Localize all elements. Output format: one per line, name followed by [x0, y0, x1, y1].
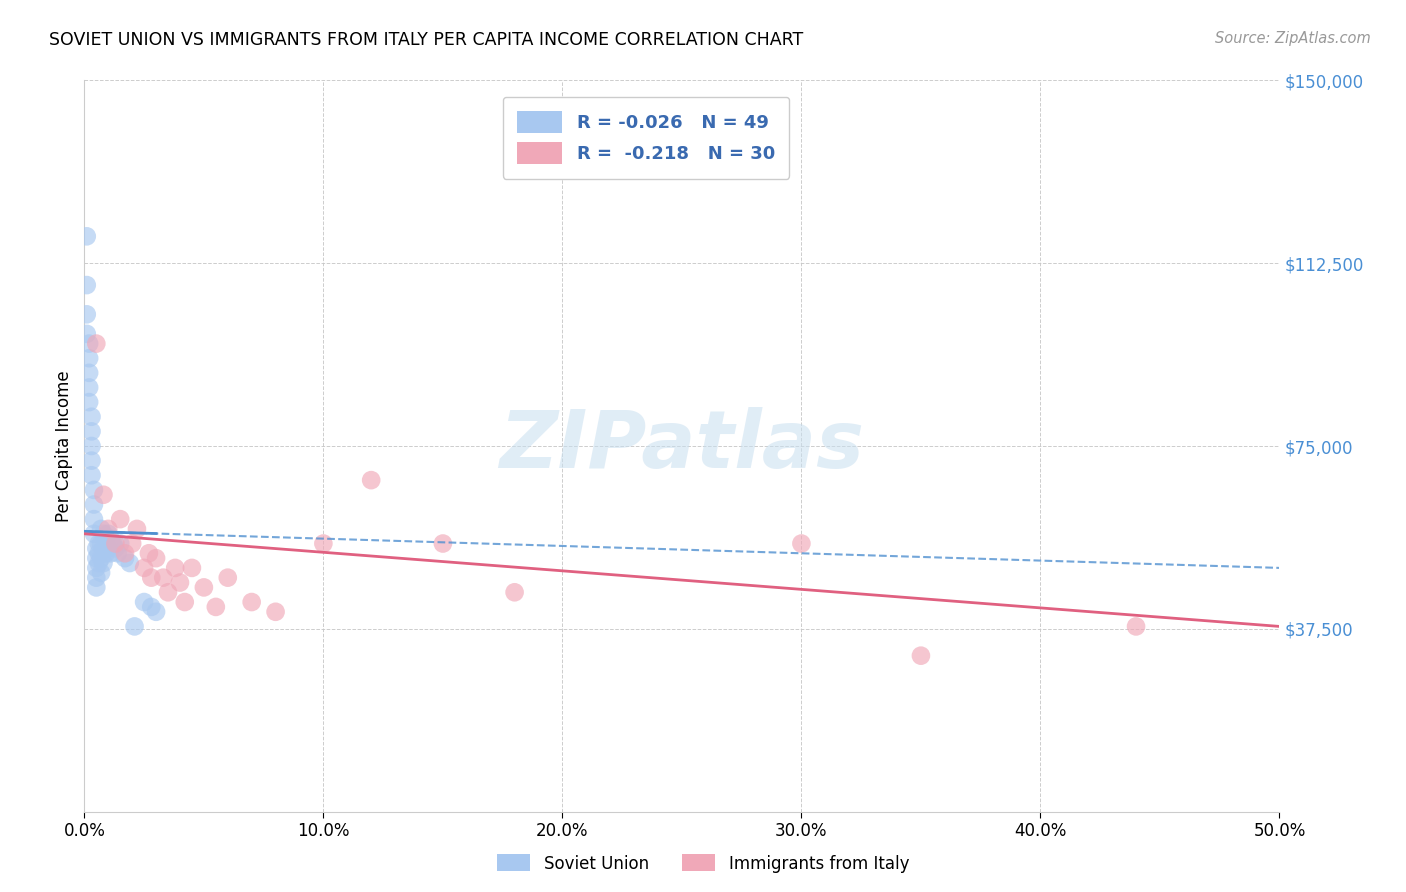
- Point: [86, 561, 108, 575]
- Point: [86, 336, 108, 351]
- Point: [86, 571, 108, 585]
- Point: [125, 522, 148, 536]
- Point: [169, 575, 191, 590]
- Point: [910, 648, 932, 663]
- Point: [205, 599, 228, 614]
- Point: [132, 561, 156, 575]
- Point: [76, 278, 98, 293]
- Point: [90, 551, 112, 566]
- Point: [83, 483, 105, 497]
- Point: [312, 536, 335, 550]
- Point: [97, 522, 120, 536]
- Point: [80, 439, 103, 453]
- Point: [165, 561, 187, 575]
- Point: [100, 546, 122, 560]
- Point: [86, 551, 108, 566]
- Point: [141, 571, 163, 585]
- Point: [87, 536, 110, 550]
- Point: [80, 468, 103, 483]
- Point: [80, 453, 103, 467]
- Point: [76, 229, 98, 244]
- Point: [77, 380, 100, 394]
- Point: [80, 425, 103, 439]
- Point: [93, 526, 115, 541]
- Point: [503, 585, 526, 599]
- Point: [110, 512, 132, 526]
- Point: [264, 605, 287, 619]
- Point: [87, 556, 110, 570]
- Point: [86, 541, 108, 556]
- Point: [76, 307, 98, 321]
- Point: [83, 512, 105, 526]
- Legend: Soviet Union, Immigrants from Italy: Soviet Union, Immigrants from Italy: [491, 847, 915, 880]
- Text: ZIPatlas: ZIPatlas: [499, 407, 865, 485]
- Point: [97, 526, 120, 541]
- Point: [104, 536, 127, 550]
- Point: [173, 595, 195, 609]
- Point: [104, 541, 127, 556]
- Point: [124, 619, 146, 633]
- Point: [145, 605, 167, 619]
- Point: [83, 526, 105, 541]
- Point: [80, 409, 103, 424]
- Point: [101, 536, 124, 550]
- Point: [77, 351, 100, 366]
- Point: [157, 585, 180, 599]
- Point: [193, 581, 215, 595]
- Point: [107, 546, 129, 560]
- Point: [145, 551, 167, 566]
- Point: [141, 599, 163, 614]
- Point: [90, 522, 112, 536]
- Point: [90, 536, 112, 550]
- Point: [97, 541, 120, 556]
- Point: [181, 561, 204, 575]
- Point: [93, 541, 115, 556]
- Point: [114, 546, 136, 560]
- Point: [110, 536, 132, 550]
- Point: [240, 595, 263, 609]
- Point: [132, 595, 156, 609]
- Point: [790, 536, 813, 550]
- Point: [114, 551, 136, 566]
- Point: [121, 536, 143, 550]
- Point: [83, 498, 105, 512]
- Point: [77, 395, 100, 409]
- Point: [87, 546, 110, 560]
- Point: [432, 536, 454, 550]
- Point: [138, 546, 160, 560]
- Point: [77, 336, 100, 351]
- Point: [1125, 619, 1147, 633]
- Point: [94, 532, 117, 546]
- Point: [90, 566, 112, 580]
- Text: Source: ZipAtlas.com: Source: ZipAtlas.com: [1215, 31, 1371, 46]
- Point: [100, 532, 122, 546]
- Point: [93, 556, 115, 570]
- Point: [86, 581, 108, 595]
- Point: [118, 556, 141, 570]
- Point: [217, 571, 239, 585]
- Text: SOVIET UNION VS IMMIGRANTS FROM ITALY PER CAPITA INCOME CORRELATION CHART: SOVIET UNION VS IMMIGRANTS FROM ITALY PE…: [49, 31, 803, 49]
- Y-axis label: Per Capita Income: Per Capita Income: [55, 370, 73, 522]
- Point: [152, 571, 174, 585]
- Point: [93, 488, 115, 502]
- Point: [360, 473, 382, 487]
- Legend: R = -0.026   N = 49, R =  -0.218   N = 30: R = -0.026 N = 49, R = -0.218 N = 30: [503, 96, 789, 178]
- Point: [77, 366, 100, 380]
- Point: [76, 326, 98, 341]
- Point: [94, 546, 117, 560]
